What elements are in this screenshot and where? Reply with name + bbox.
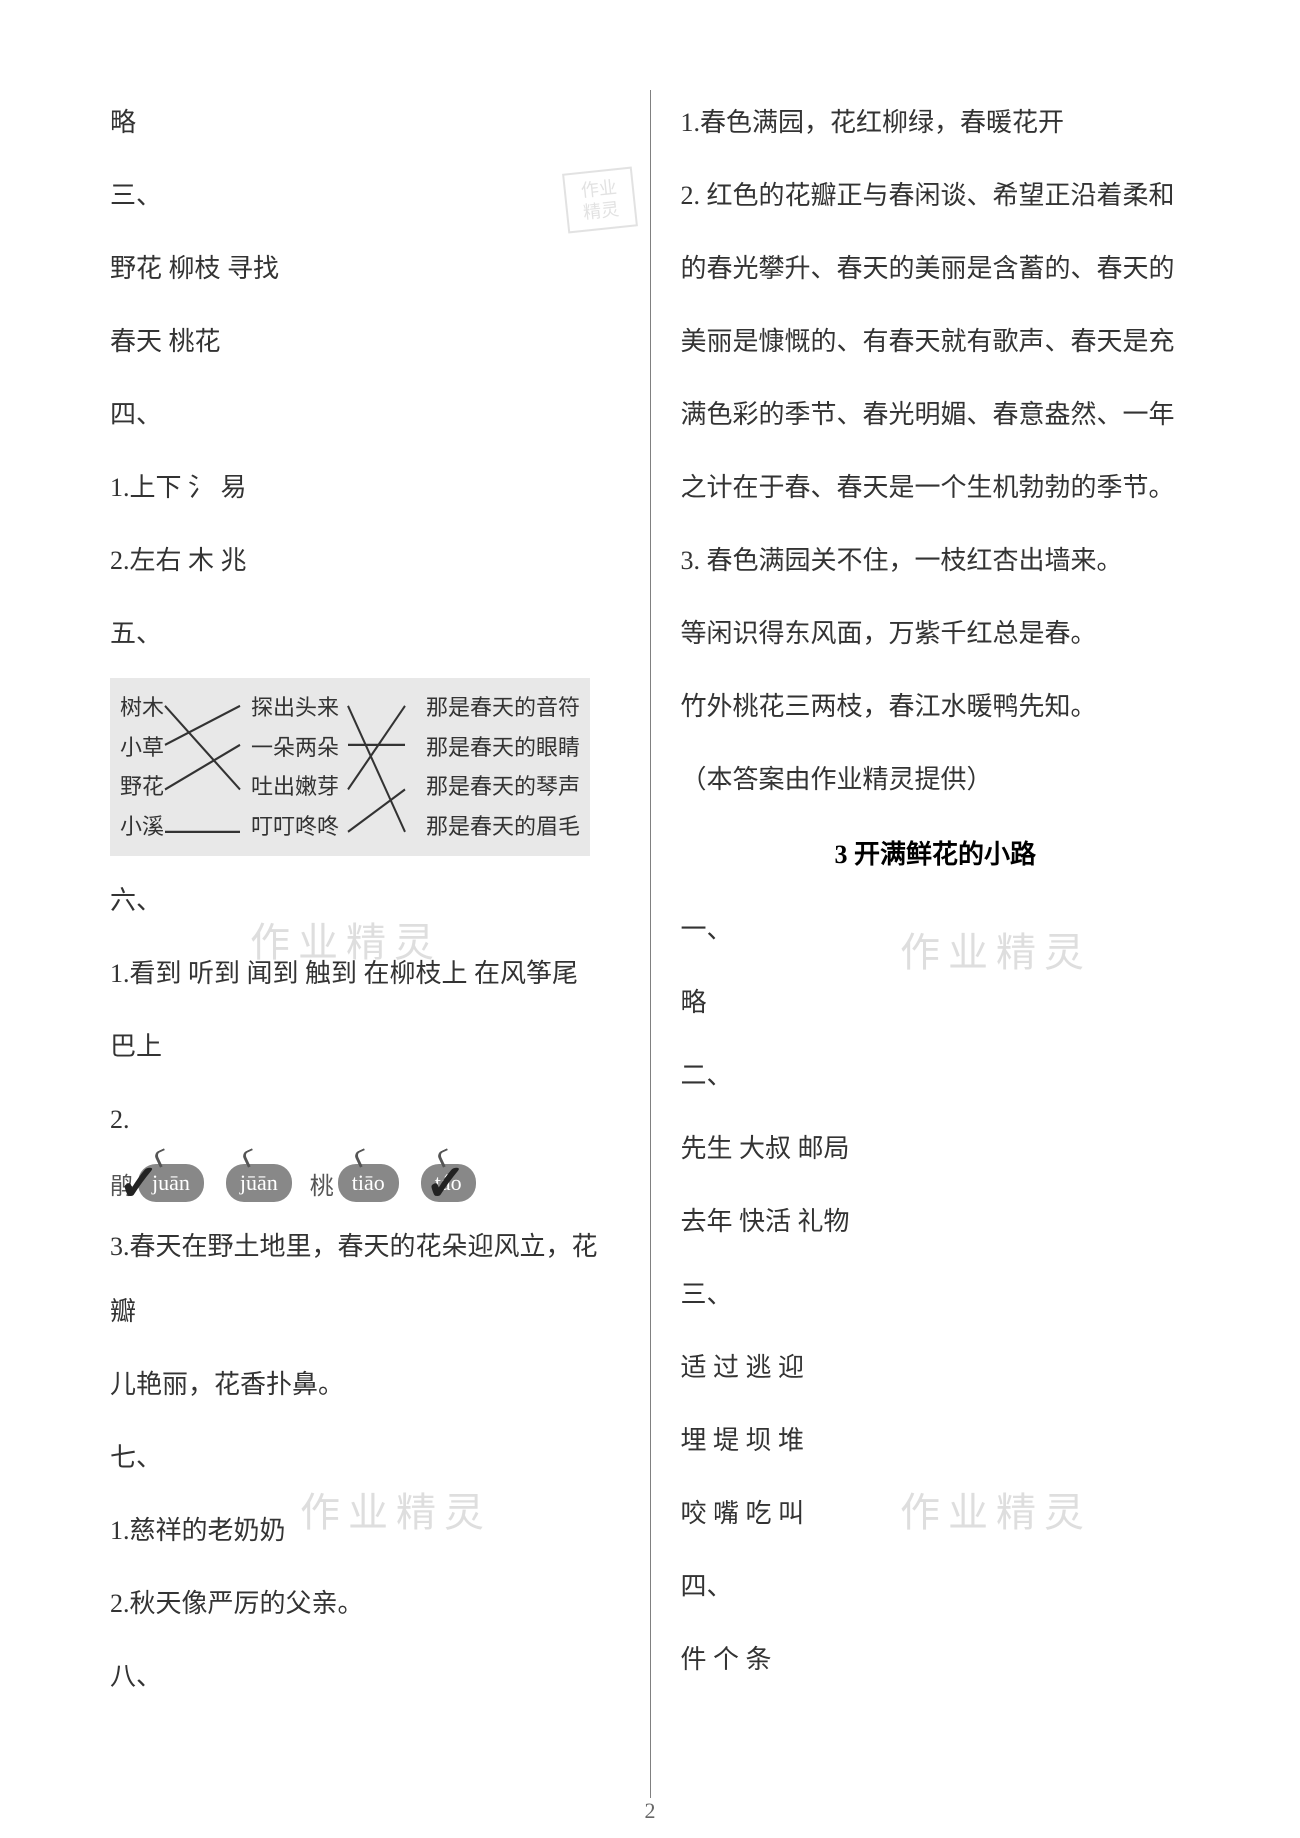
pinyin-bubble: táo	[421, 1164, 476, 1202]
text-line: 的春光攀升、春天的美丽是含蓄的、春天的	[681, 236, 1191, 301]
text-line: 二、	[681, 1043, 1191, 1108]
match-left: 小草	[120, 728, 164, 768]
text-line: 咬 嘴 吃 叫	[681, 1481, 1191, 1546]
text-line: 一、	[681, 897, 1191, 962]
match-mid: 吐出嫩芽	[251, 767, 339, 807]
match-mid: 探出头来	[251, 688, 339, 728]
text-line: 2.左右 木 兆	[110, 528, 620, 593]
text-line: 1.慈祥的老奶奶	[110, 1498, 620, 1563]
match-right: 那是春天的音符	[426, 688, 580, 728]
page-content: 略 三、 野花 柳枝 寻找 春天 桃花 四、 1.上下 氵 易 2.左右 木 兆…	[80, 90, 1220, 1798]
page-number: 2	[645, 1798, 656, 1824]
text-line: 竹外桃花三两枝，春江水暖鸭先知。	[681, 674, 1191, 739]
match-row: 树木 探出头来 那是春天的音符	[120, 688, 580, 728]
text-line: 3.春天在野土地里，春天的花朵迎风立，花瓣	[110, 1214, 620, 1344]
pinyin-bubble: juān	[138, 1164, 204, 1202]
text-line: 1.春色满园，花红柳绿，春暖花开	[681, 90, 1191, 155]
text-line: 1.上下 氵 易	[110, 455, 620, 520]
text-line: 等闲识得东风面，万紫千红总是春。	[681, 601, 1191, 666]
text-line: 春天 桃花	[110, 309, 620, 374]
text-line: 五、	[110, 601, 620, 666]
match-left: 小溪	[120, 807, 164, 847]
pinyin-item: 桃 tiāo	[310, 1164, 399, 1202]
text-line: 巴上	[110, 1014, 620, 1079]
text-line: 三、	[110, 163, 620, 228]
text-line: 美丽是慷慨的、有春天就有歌声、春天是充	[681, 309, 1191, 374]
match-mid: 一朵两朵	[251, 728, 339, 768]
text-line: 2.	[110, 1087, 620, 1152]
text-line: 2. 红色的花瓣正与春闲谈、希望正沿着柔和	[681, 163, 1191, 228]
text-line: 略	[681, 970, 1191, 1035]
pinyin-item: táo ✓	[417, 1164, 476, 1202]
right-column: 1.春色满园，花红柳绿，春暖花开 2. 红色的花瓣正与春闲谈、希望正沿着柔和 的…	[651, 90, 1221, 1798]
text-line: 六、	[110, 868, 620, 933]
text-line: 四、	[110, 382, 620, 447]
pinyin-char: 桃	[310, 1166, 334, 1201]
match-right: 那是春天的眼睛	[426, 728, 580, 768]
match-right: 那是春天的眉毛	[426, 807, 580, 847]
text-line: 野花 柳枝 寻找	[110, 236, 620, 301]
match-row: 小草 一朵两朵 那是春天的眼睛	[120, 728, 580, 768]
text-line: 略	[110, 90, 620, 155]
match-left: 野花	[120, 767, 164, 807]
pinyin-bubble: tiāo	[338, 1164, 399, 1202]
text-line: 八、	[110, 1644, 620, 1709]
left-column: 略 三、 野花 柳枝 寻找 春天 桃花 四、 1.上下 氵 易 2.左右 木 兆…	[80, 90, 651, 1798]
text-line: 适 过 逃 迎	[681, 1335, 1191, 1400]
text-line: 埋 堤 坝 堆	[681, 1408, 1191, 1473]
text-line: 满色彩的季节、春光明媚、春意盎然、一年	[681, 382, 1191, 447]
pinyin-item: 鹃 juān ✓	[110, 1164, 204, 1202]
text-line: 3. 春色满园关不住，一枝红杏出墙来。	[681, 528, 1191, 593]
section-heading: 3 开满鲜花的小路	[681, 822, 1191, 887]
pinyin-item: jūān	[222, 1164, 292, 1202]
text-line: 去年 快活 礼物	[681, 1189, 1191, 1254]
text-line: 1.看到 听到 闻到 触到 在柳枝上 在风筝尾	[110, 941, 620, 1006]
text-line: 件 个 条	[681, 1627, 1191, 1692]
text-line: 先生 大叔 邮局	[681, 1116, 1191, 1181]
text-line: 儿艳丽，花香扑鼻。	[110, 1352, 620, 1417]
match-right: 那是春天的琴声	[426, 767, 580, 807]
match-row: 小溪 叮叮咚咚 那是春天的眉毛	[120, 807, 580, 847]
text-line: 之计在于春、春天是一个生机勃勃的季节。	[681, 455, 1191, 520]
text-line: （本答案由作业精灵提供）	[681, 747, 1191, 812]
matching-diagram: 树木 探出头来 那是春天的音符 小草 一朵两朵 那是春天的眼睛 野花 吐出嫩芽 …	[110, 678, 590, 856]
text-line: 三、	[681, 1262, 1191, 1327]
pinyin-row: 鹃 juān ✓ jūān 桃 tiāo táo ✓	[110, 1164, 620, 1202]
match-left: 树木	[120, 688, 164, 728]
match-mid: 叮叮咚咚	[251, 807, 339, 847]
pinyin-bubble: jūān	[226, 1164, 292, 1202]
text-line: 七、	[110, 1425, 620, 1490]
text-line: 四、	[681, 1554, 1191, 1619]
match-row: 野花 吐出嫩芽 那是春天的琴声	[120, 767, 580, 807]
pinyin-char: 鹃	[110, 1166, 134, 1201]
text-line: 2.秋天像严厉的父亲。	[110, 1571, 620, 1636]
